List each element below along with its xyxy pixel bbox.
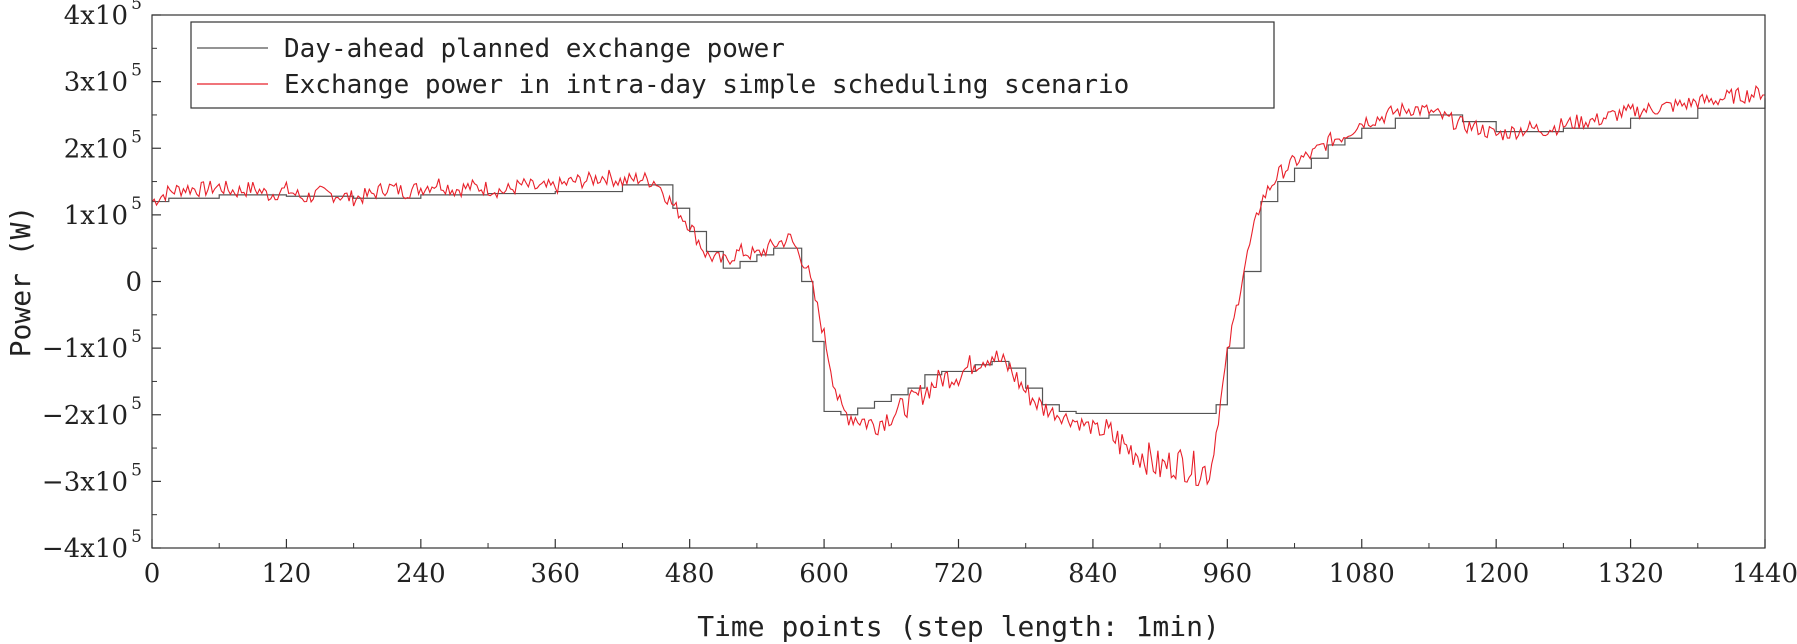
y-tick-label: −3x10 <box>42 467 128 497</box>
y-tick-label: −1x10 <box>42 334 128 364</box>
x-tick-label: 0 <box>144 559 161 589</box>
y-tick-exponent: 5 <box>131 527 142 547</box>
y-tick-exponent: 5 <box>131 127 142 147</box>
x-tick-label: 480 <box>665 559 715 589</box>
y-tick-label: −4x10 <box>42 534 128 564</box>
y-tick-exponent: 5 <box>131 460 142 480</box>
series-line-2 <box>151 84 1765 487</box>
legend-label: Exchange power in intra-day simple sched… <box>284 70 1129 100</box>
x-tick-label: 720 <box>934 559 984 589</box>
x-tick-label: 1200 <box>1463 559 1529 589</box>
y-tick-label: 3x10 <box>64 68 128 98</box>
x-tick-label: 1080 <box>1329 559 1395 589</box>
x-tick-label: 240 <box>396 559 446 589</box>
y-tick-exponent: 5 <box>131 327 142 347</box>
x-tick-label: 1320 <box>1597 559 1663 589</box>
y-tick-exponent: 5 <box>131 394 142 414</box>
x-tick-label: 600 <box>799 559 849 589</box>
x-axis-title: Time points (step length: 1min) <box>697 610 1220 643</box>
y-axis-title: Power (W) <box>4 206 37 358</box>
y-tick-label: 4x10 <box>64 1 128 31</box>
x-axis-ticks: 0 120 240 360 480 600 720 840 960 1080 1200 1320 144… <box>144 539 1797 589</box>
x-tick-label: 960 <box>1203 559 1253 589</box>
series-line-1 <box>152 98 1766 416</box>
y-tick-label: 1x10 <box>64 201 128 231</box>
x-tick-label: 840 <box>1068 559 1118 589</box>
legend-box <box>190 21 1275 109</box>
plot-frame <box>151 14 1766 549</box>
y-tick-label: −2x10 <box>42 401 128 431</box>
series-layer <box>151 84 1766 487</box>
x-tick-label: 120 <box>262 559 312 589</box>
legend-label: Day-ahead planned exchange power <box>284 34 785 64</box>
x-tick-label: 360 <box>530 559 580 589</box>
y-tick-exponent: 5 <box>131 61 142 81</box>
y-tick-label: 2x10 <box>64 134 128 164</box>
x-tick-label: 1440 <box>1732 559 1797 589</box>
y-tick-exponent: 5 <box>131 0 142 14</box>
legend: Day-ahead planned exchange power Exchange… <box>190 21 1275 109</box>
y-tick-exponent: 5 <box>131 194 142 214</box>
y-tick-label: 0 <box>125 268 142 298</box>
